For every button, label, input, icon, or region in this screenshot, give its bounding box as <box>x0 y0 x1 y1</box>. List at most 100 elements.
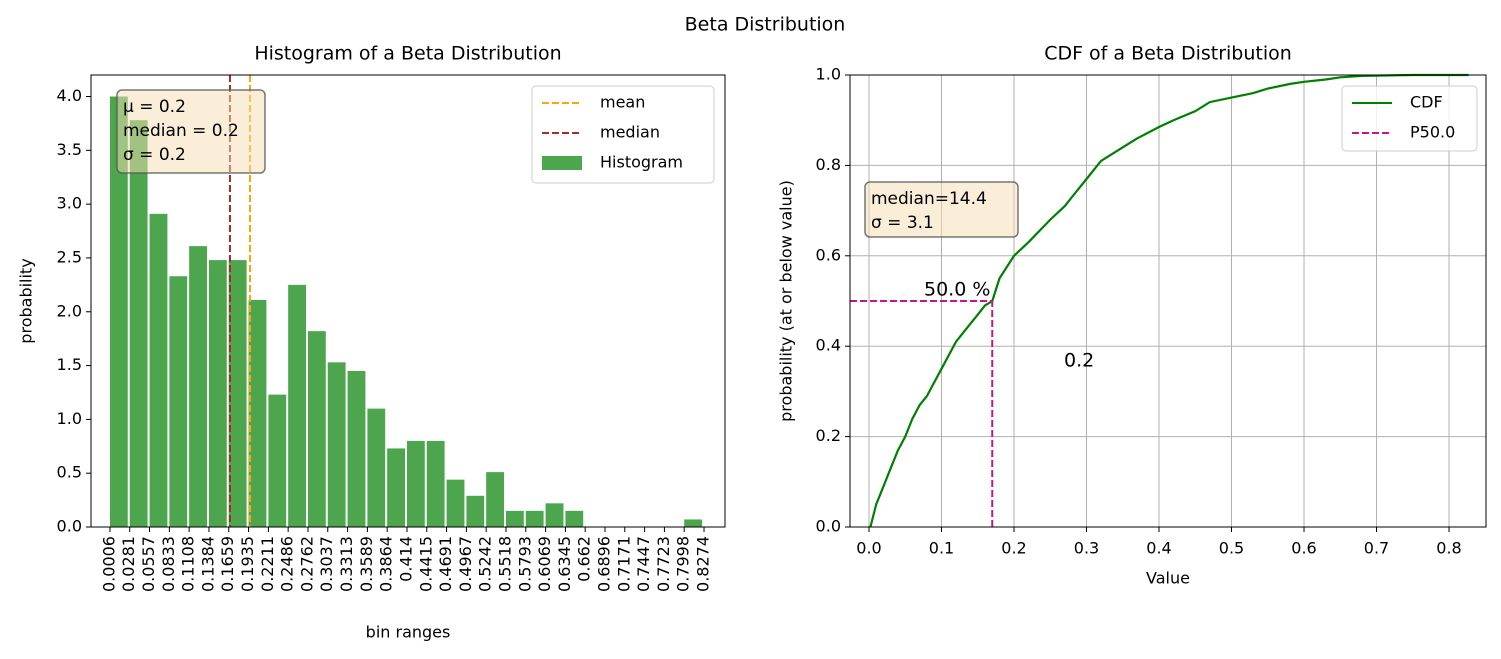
bar <box>129 120 148 527</box>
x-tick-label: 0.2 <box>1001 539 1026 558</box>
bar <box>149 213 168 528</box>
x-tick-label: 0.7171 <box>614 536 633 592</box>
x-tick-label: 0.2211 <box>258 536 277 592</box>
x-tick-label: 0.7447 <box>634 536 653 592</box>
x-tick-label: 0.7998 <box>674 536 693 592</box>
x-tick-label: 0.0557 <box>139 536 158 592</box>
y-tick-label: 0.5 <box>57 463 82 482</box>
x-tick-label: 0.7723 <box>654 536 673 592</box>
bar <box>347 370 366 527</box>
bar <box>486 472 505 527</box>
y-tick-label: 1.0 <box>57 409 82 428</box>
x-tick-label: 0.1 <box>929 539 954 558</box>
x-tick-label: 0.5 <box>1219 539 1244 558</box>
x-tick-label: 0.2486 <box>278 536 297 592</box>
x-tick-label: 0.0281 <box>119 536 138 592</box>
annotation-text: median=14.4 <box>871 189 987 209</box>
y-tick-label: 0.2 <box>816 426 841 445</box>
bar <box>466 495 485 527</box>
bar <box>109 96 128 528</box>
x-tick-label: 0.6896 <box>595 536 614 592</box>
y-tick-label: 3.0 <box>57 194 82 213</box>
x-tick-label: 0.3 <box>1074 539 1099 558</box>
legend-label: median <box>600 123 660 142</box>
x-tick-label: 0.1935 <box>238 536 257 592</box>
x-tick-label: 0.3313 <box>337 536 356 592</box>
x-tick-label: 0.6 <box>1291 539 1316 558</box>
bar <box>565 510 584 527</box>
x-tick-label: 0.1384 <box>198 536 217 592</box>
x-tick-label: 0.1659 <box>218 536 237 592</box>
x-tick-label: 0.0006 <box>99 536 118 592</box>
x-axis-label: Value <box>1146 569 1190 588</box>
bar <box>506 510 524 527</box>
annotation-box <box>116 89 266 174</box>
cdf-line <box>869 73 1469 528</box>
x-tick-label: 0.3864 <box>377 536 396 592</box>
axes-frame <box>849 74 1487 528</box>
y-tick-label: 0.0 <box>57 517 82 536</box>
annotation-text: σ = 0.2 <box>123 145 186 165</box>
legend-label: CDF <box>1410 93 1443 112</box>
bar <box>446 479 465 527</box>
legend-label: P50.0 <box>1410 123 1455 142</box>
y-axis-label: probability (at or below value) <box>777 180 796 422</box>
bar <box>288 284 307 527</box>
x-tick-label: 0.8 <box>1436 539 1461 558</box>
x-tick-label: 0.5793 <box>515 536 534 592</box>
x-tick-label: 0.662 <box>575 536 594 582</box>
legend-label: Histogram <box>600 153 683 172</box>
bar <box>387 448 406 527</box>
percentile-value-label: 0.2 <box>1064 350 1094 372</box>
bar <box>228 260 247 527</box>
x-axis-label: bin ranges <box>366 623 451 642</box>
figure-title: Beta Distribution <box>685 14 846 36</box>
y-tick-label: 2.0 <box>57 301 82 320</box>
x-tick-label: 0.0833 <box>159 536 178 592</box>
axes-title: CDF of a Beta Distribution <box>1044 43 1292 65</box>
bar <box>189 246 207 527</box>
annotation-text: median = 0.2 <box>123 121 239 141</box>
axes-title: Histogram of a Beta Distribution <box>254 43 561 65</box>
legend-swatch <box>542 156 582 170</box>
bar <box>545 503 564 527</box>
annotation-text: μ = 0.2 <box>123 97 186 117</box>
x-tick-label: 0.7 <box>1364 539 1389 558</box>
bar <box>327 362 346 527</box>
y-tick-label: 3.5 <box>57 140 82 159</box>
y-tick-label: 4.0 <box>57 86 82 105</box>
y-tick-label: 1.0 <box>816 65 841 84</box>
bar <box>684 519 703 527</box>
x-tick-label: 0.414 <box>396 536 415 582</box>
percentile-label: 50.0 % <box>924 279 990 301</box>
y-axis-label: probability <box>17 258 36 343</box>
x-tick-label: 0.4691 <box>436 536 455 592</box>
x-tick-label: 0.8274 <box>694 536 713 592</box>
y-tick-label: 0.4 <box>816 336 841 355</box>
y-tick-label: 0.8 <box>816 155 841 174</box>
x-tick-label: 0.6345 <box>555 536 574 592</box>
bar <box>406 440 425 527</box>
annotation-box <box>864 181 1019 238</box>
x-tick-label: 0.2762 <box>297 536 316 592</box>
y-tick-label: 1.5 <box>57 355 82 374</box>
y-tick-label: 0.0 <box>816 517 841 536</box>
bar <box>367 408 386 527</box>
x-tick-label: 0.0 <box>856 539 881 558</box>
bar <box>248 299 267 527</box>
x-tick-label: 0.3037 <box>317 536 336 592</box>
y-tick-label: 2.5 <box>57 247 82 266</box>
x-tick-label: 0.4415 <box>416 536 435 592</box>
x-tick-label: 0.3589 <box>357 536 376 592</box>
bar <box>169 276 188 527</box>
bar <box>307 331 326 527</box>
x-tick-label: 0.5242 <box>476 536 495 592</box>
legend-label: mean <box>600 93 645 112</box>
x-tick-label: 0.4967 <box>456 536 475 592</box>
y-tick-label: 0.6 <box>816 245 841 264</box>
bar <box>426 440 445 527</box>
x-tick-label: 0.4 <box>1146 539 1171 558</box>
x-tick-label: 0.6069 <box>535 536 554 592</box>
bar <box>208 260 227 527</box>
